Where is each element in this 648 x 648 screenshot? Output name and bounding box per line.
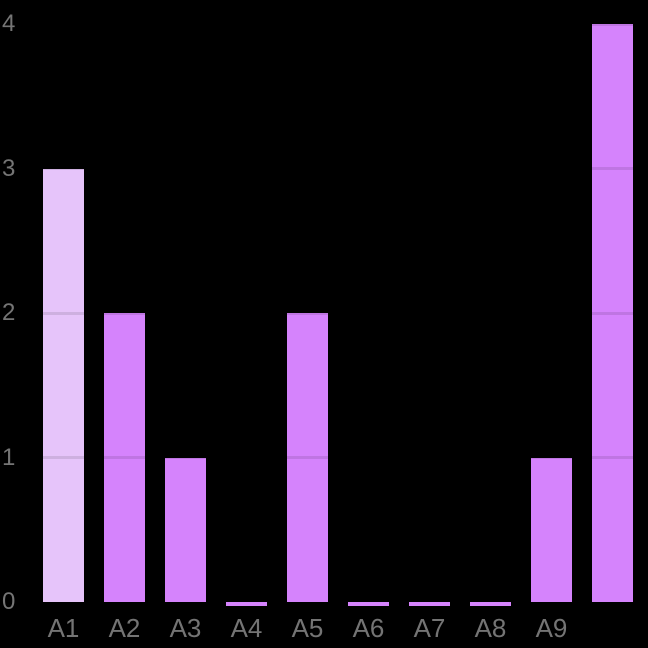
x-tick-label-a5: A5 — [291, 613, 324, 643]
gridline-y1 — [33, 456, 643, 459]
x-tick-label-a9: A9 — [535, 613, 568, 643]
bar-a4 — [226, 602, 267, 606]
x-tick-label-a8: A8 — [474, 613, 507, 643]
y-tick-label-3: 3 — [2, 154, 16, 182]
x-tick-label-a3: A3 — [169, 613, 202, 643]
bar-a8 — [470, 602, 511, 606]
bar-a3 — [165, 457, 206, 602]
bar-a1 — [43, 168, 84, 602]
x-tick-label-a2: A2 — [108, 613, 141, 643]
y-tick-label-0: 0 — [2, 588, 16, 615]
x-tick-label-a7: A7 — [413, 613, 446, 643]
bar-a2 — [104, 313, 145, 602]
x-tick-label-a6: A6 — [352, 613, 385, 643]
bar-a6 — [348, 602, 389, 606]
y-tick-label-2: 2 — [2, 299, 16, 326]
gridline-y4 — [33, 22, 643, 26]
gridline-y3 — [33, 167, 643, 170]
x-tick-label-a1: A1 — [47, 613, 80, 643]
gridline-y2 — [33, 311, 643, 315]
y-tick-label-1: 1 — [2, 443, 16, 471]
y-tick-label-4: 4 — [2, 10, 16, 37]
bar-a9 — [531, 457, 572, 602]
bar-a7 — [409, 602, 450, 606]
bar-col10 — [592, 24, 633, 602]
x-tick-label-a4: A4 — [230, 613, 263, 643]
bar-a5 — [287, 313, 328, 602]
